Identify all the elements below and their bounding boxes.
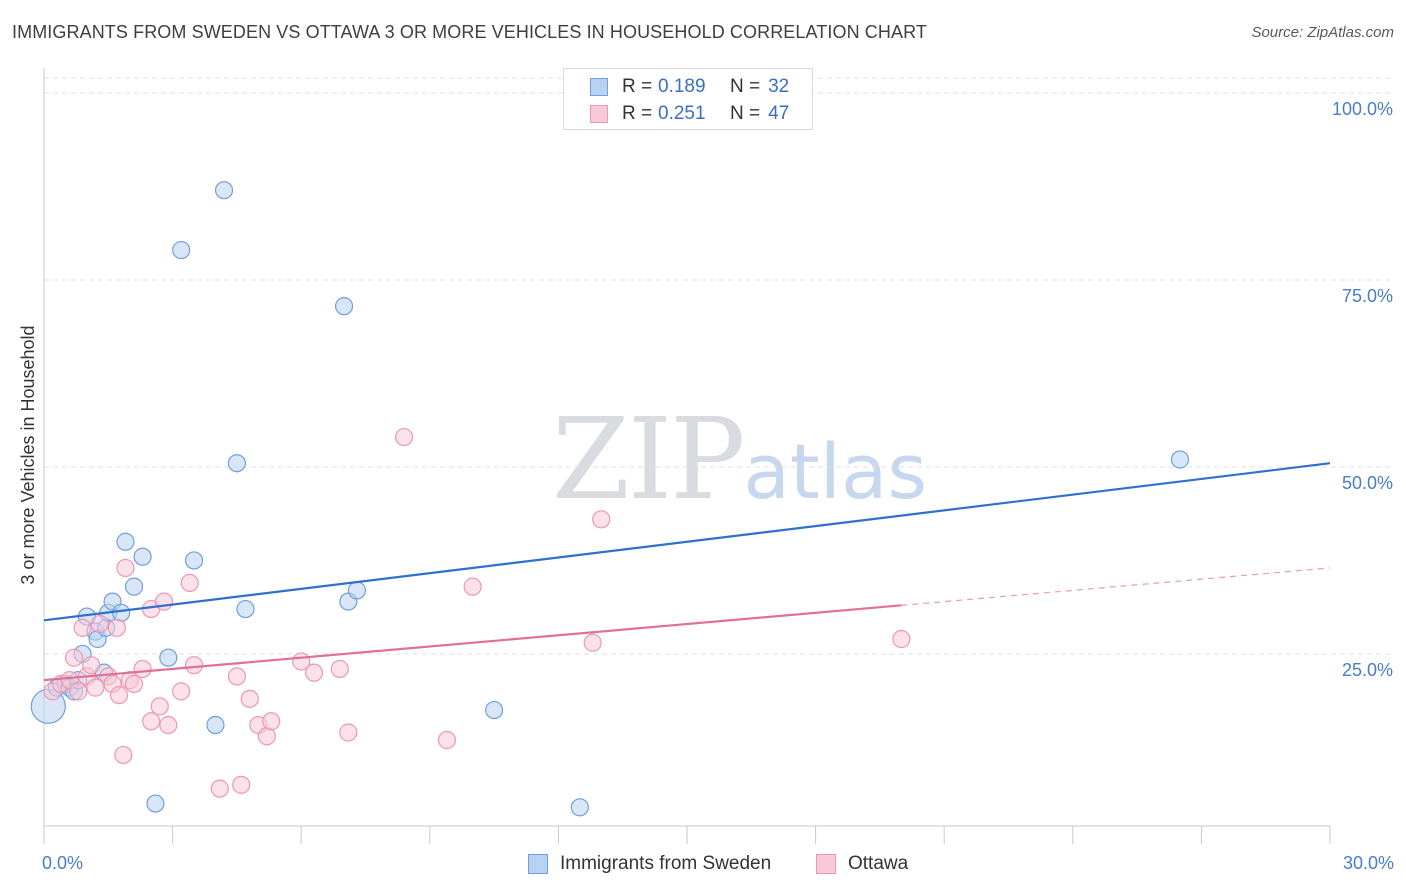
ottawa-trendline-extension	[901, 567, 1331, 606]
ottawa-point	[154, 592, 174, 611]
legend-r-label: R =	[622, 103, 653, 124]
ottawa-point	[330, 659, 349, 679]
series-legend-sweden: Immigrants from Sweden	[528, 852, 771, 876]
ottawa-point	[73, 618, 92, 637]
ottawa-point	[107, 618, 126, 637]
ottawa-point	[133, 659, 152, 679]
sweden-point	[124, 577, 144, 596]
sweden-point	[184, 551, 204, 570]
ottawa-point	[257, 727, 277, 746]
series-swatch-sweden	[528, 854, 548, 874]
sweden-point	[214, 181, 234, 200]
legend-swatch-ottawa	[590, 105, 608, 123]
ottawa-point	[184, 656, 204, 675]
ottawa-point	[142, 712, 161, 731]
y-axis-label: 3 or more Vehicles in Household	[18, 325, 38, 584]
ottawa-point	[90, 614, 109, 634]
ottawa-point	[69, 682, 88, 701]
ottawa-point	[64, 648, 84, 667]
legend-n-label: N =	[730, 76, 761, 97]
correlation-legend: R = 0.189 N = 32 R = 0.251 N = 47	[563, 68, 813, 130]
sweden-point	[172, 240, 191, 260]
ottawa-point	[114, 745, 133, 765]
ottawa-point	[159, 715, 178, 735]
ottawa-point	[592, 510, 611, 529]
legend-n-label: N =	[730, 103, 761, 124]
y-tick-label: 100.0%	[1332, 99, 1393, 119]
ottawa-point	[304, 663, 324, 682]
ottawa-point	[262, 712, 281, 731]
ottawa-point	[86, 678, 105, 697]
chart-source: Source: ZipAtlas.com	[1251, 24, 1394, 41]
y-tick-label: 25.0%	[1342, 660, 1393, 680]
sweden-point	[1170, 450, 1190, 469]
ottawa-point	[394, 427, 414, 447]
series-label-ottawa: Ottawa	[848, 853, 909, 874]
legend-n-value: 32	[768, 76, 790, 97]
x-tick-label: 30.0%	[1343, 853, 1394, 873]
ottawa-point	[232, 775, 251, 794]
sweden-trendline	[43, 462, 1331, 622]
ottawa-point	[463, 577, 482, 596]
ottawa-point	[172, 682, 191, 701]
legend-r-value: 0.251	[658, 103, 706, 124]
watermark-atlas: atlas	[743, 427, 928, 516]
sweden-point	[334, 297, 354, 316]
sweden-point	[206, 715, 225, 735]
y-tick-label: 50.0%	[1342, 473, 1393, 493]
legend-row-sweden: R = 0.189 N = 32	[590, 75, 789, 99]
ottawa-point	[339, 723, 358, 742]
legend-r-value: 0.189	[658, 76, 706, 97]
watermark-zip: ZIP	[552, 395, 745, 525]
legend-r-label: R =	[622, 76, 653, 97]
ottawa-point	[116, 558, 135, 578]
sweden-point	[146, 794, 165, 813]
series-swatch-ottawa	[816, 854, 836, 874]
ottawa-trendline	[43, 604, 902, 682]
watermark: ZIPatlas	[552, 395, 927, 525]
legend-swatch-sweden	[590, 78, 608, 96]
sweden-point	[116, 532, 135, 551]
x-tick-label: 0.0%	[42, 853, 83, 873]
ottawa-point	[892, 629, 911, 649]
legend-row-ottawa: R = 0.251 N = 47	[590, 102, 789, 126]
ottawa-point	[583, 633, 602, 652]
ottawa-point	[109, 685, 129, 705]
sweden-point	[159, 648, 178, 667]
ottawa-point	[180, 573, 199, 593]
series-label-sweden: Immigrants from Sweden	[560, 853, 772, 874]
sweden-point	[570, 798, 589, 817]
legend-n-value: 47	[768, 103, 790, 124]
sweden-point	[347, 581, 367, 600]
y-tick-label: 75.0%	[1342, 286, 1393, 306]
ottawa-point	[437, 730, 457, 750]
ottawa-point	[240, 689, 259, 708]
ottawa-point	[124, 674, 144, 693]
sweden-point	[485, 700, 504, 720]
sweden-point	[133, 547, 152, 566]
ottawa-point	[82, 656, 101, 675]
sweden-point	[236, 599, 255, 619]
series-legend-ottawa: Ottawa	[816, 852, 908, 876]
sweden-point	[227, 454, 246, 473]
sweden-point	[112, 603, 131, 622]
ottawa-point	[150, 697, 169, 716]
ottawa-point	[227, 667, 246, 686]
chart-title: IMMIGRANTS FROM SWEDEN VS OTTAWA 3 OR MO…	[12, 22, 927, 42]
ottawa-point	[210, 779, 229, 798]
